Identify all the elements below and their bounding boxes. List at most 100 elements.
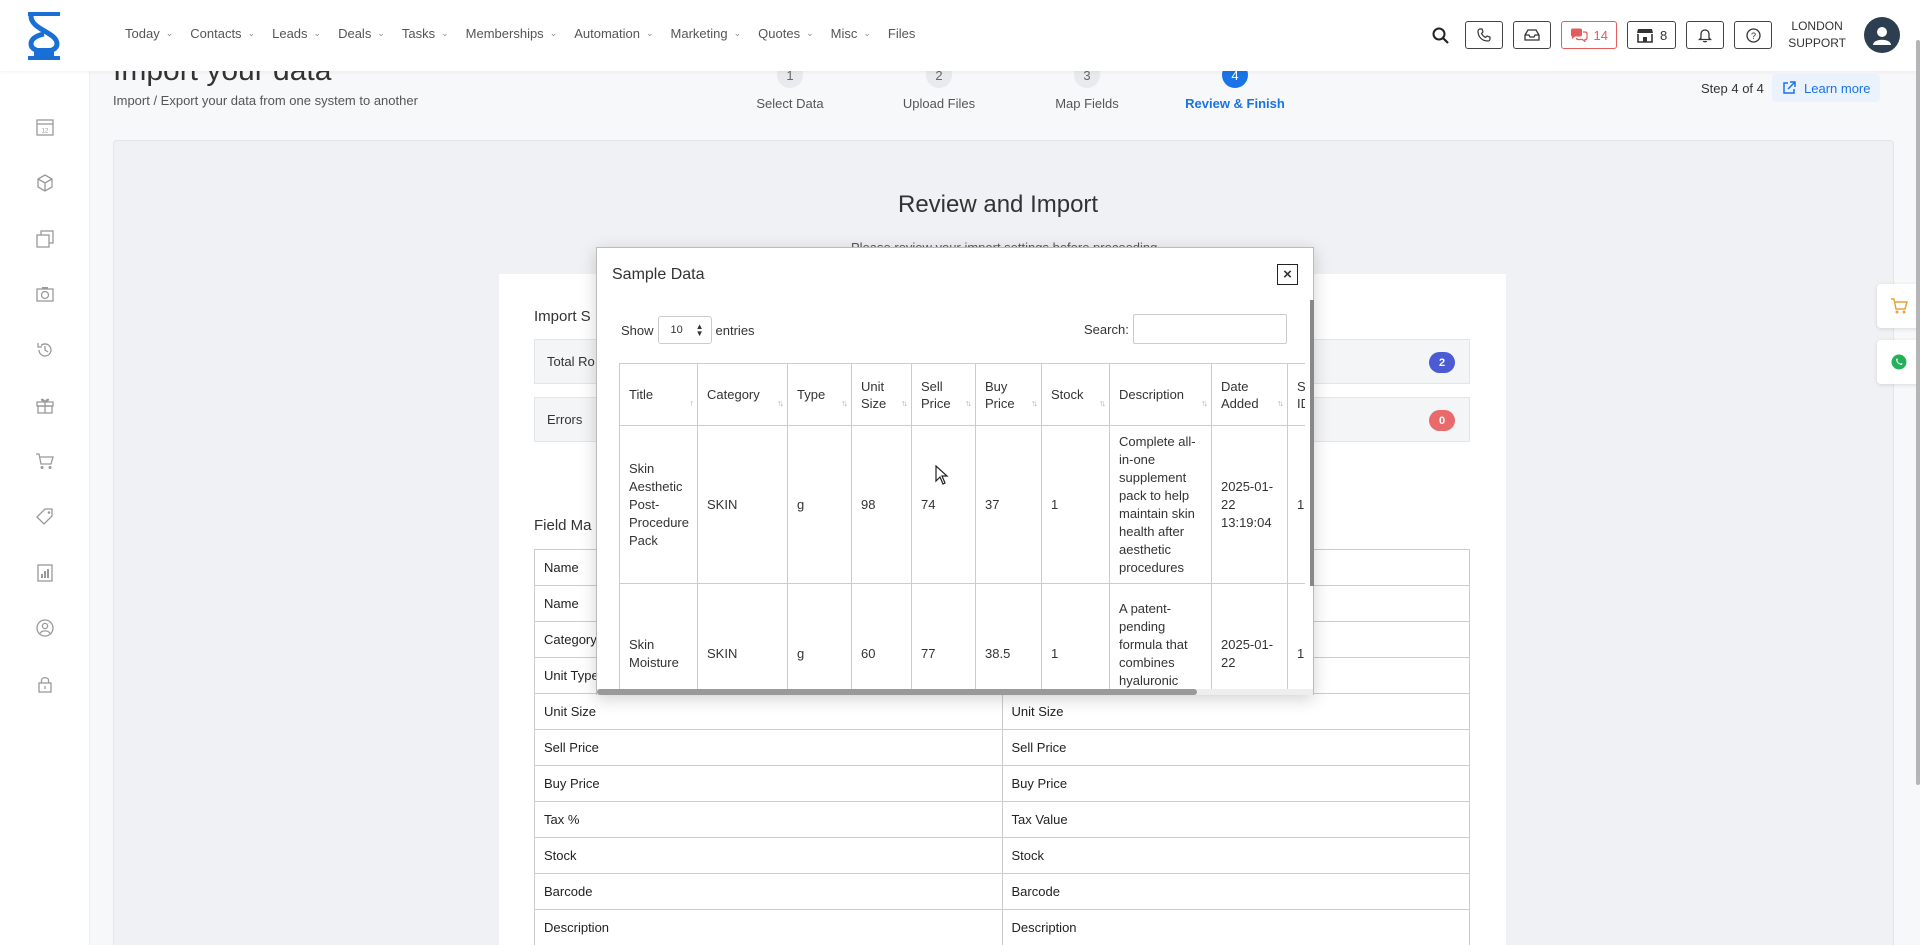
float-cart-tab[interactable]: [1877, 284, 1920, 328]
mapping-row: Tax % Tax Value: [534, 801, 1470, 838]
user-name[interactable]: LONDON SUPPORT: [1788, 18, 1846, 52]
avatar[interactable]: [1864, 17, 1900, 53]
nav-deals[interactable]: Deals ⌄: [338, 26, 385, 41]
cart-icon: [1890, 298, 1908, 314]
sidebar: 12: [0, 71, 90, 945]
mapping-target-cell: Description: [1001, 909, 1470, 945]
nav-marketing[interactable]: Marketing ⌄: [671, 26, 742, 41]
sample-data-table: Title ↑ Category ↑↓ Type ↑↓ Unit Size ↑↓ Sell Pr…: [619, 363, 1305, 693]
column-header[interactable]: Category ↑↓: [697, 363, 788, 426]
chevron-down-icon: ⌄: [549, 28, 558, 38]
phone-icon: [1476, 28, 1491, 42]
mapping-source-cell: Sell Price: [534, 729, 1003, 766]
table-scroll-area[interactable]: Title ↑ Category ↑↓ Type ↑↓ Unit Size ↑↓ Sell Pr…: [619, 363, 1305, 693]
phone-button[interactable]: [1464, 21, 1503, 49]
chevron-down-icon: ⌄: [646, 28, 654, 38]
user-circle-icon[interactable]: [34, 617, 56, 639]
page-scrollbar[interactable]: [1916, 40, 1920, 785]
nav-label: Marketing: [670, 26, 728, 41]
user-icon: [1873, 27, 1891, 45]
history-icon[interactable]: [34, 339, 56, 361]
mapping-row: Barcode Barcode: [534, 873, 1470, 910]
table-cell: g: [787, 583, 852, 693]
column-header[interactable]: Sc ID↑↓: [1287, 363, 1305, 426]
tag-icon[interactable]: [34, 506, 56, 528]
column-header[interactable]: Stock ↑↓: [1041, 363, 1110, 426]
inbox-icon: [1523, 29, 1540, 41]
help-icon: ?: [1746, 27, 1761, 43]
column-header[interactable]: Unit Size ↑↓: [851, 363, 912, 426]
table-cell: 38.5: [975, 583, 1042, 693]
nav-leads[interactable]: Leads ⌄: [272, 26, 321, 41]
nav-label: Today: [125, 26, 160, 41]
nav-label: Tasks: [401, 26, 436, 41]
column-header[interactable]: Description ↑↓: [1109, 363, 1212, 426]
chat-button[interactable]: 14: [1560, 21, 1617, 49]
column-header[interactable]: Buy Price ↑↓: [975, 363, 1042, 426]
search-input[interactable]: [1132, 314, 1287, 344]
camera-icon[interactable]: [34, 283, 56, 305]
table-cell: 74: [911, 425, 976, 584]
nav-label: Files: [887, 26, 916, 41]
store-button[interactable]: 8: [1626, 21, 1677, 49]
learn-more-button[interactable]: Learn more: [1772, 74, 1881, 102]
errors-badge: 0: [1429, 410, 1455, 431]
column-header[interactable]: Sell Price ↑↓: [911, 363, 976, 426]
notifications-button[interactable]: [1686, 21, 1725, 49]
sort-icon: ↑↓: [841, 398, 848, 408]
table-cell: 60: [851, 583, 912, 693]
sort-icon: ↑↓: [1201, 398, 1208, 408]
step-label: Review & Finish: [1185, 96, 1285, 111]
nav-memberships[interactable]: Memberships ⌄: [466, 26, 558, 41]
step-counter: Step 4 of 4: [1701, 81, 1764, 96]
box-icon[interactable]: [34, 172, 56, 194]
copy-icon[interactable]: [34, 228, 56, 250]
modal-vertical-scrollbar[interactable]: [1310, 300, 1314, 586]
search-icon[interactable]: [1427, 21, 1455, 49]
mapping-row: Sell Price Sell Price: [534, 729, 1470, 766]
report-icon[interactable]: [34, 562, 56, 584]
column-header[interactable]: Date Added ↑↓: [1211, 363, 1288, 426]
app-logo[interactable]: [20, 10, 68, 62]
calendar-icon[interactable]: 12: [34, 116, 56, 138]
inbox-button[interactable]: [1512, 21, 1551, 49]
nav-automation[interactable]: Automation ⌄: [574, 26, 653, 41]
mapping-target-cell: Stock: [1001, 837, 1470, 874]
column-header[interactable]: Type ↑↓: [787, 363, 852, 426]
nav-files[interactable]: Files: [888, 26, 915, 41]
help-button[interactable]: ?: [1734, 21, 1773, 49]
float-whatsapp-tab[interactable]: [1877, 340, 1920, 384]
mapping-row: Buy Price Buy Price: [534, 765, 1470, 802]
sample-data-modal: Sample Data × Show 10 ▲ ▼ entries Search:…: [596, 247, 1314, 695]
mapping-source-cell: Buy Price: [534, 765, 1003, 802]
modal-horizontal-scrollbar-track[interactable]: [597, 689, 1313, 695]
entries-select[interactable]: 10 ▲ ▼: [657, 316, 712, 344]
mapping-source-cell: Unit Size: [534, 693, 1003, 730]
column-header[interactable]: Title ↑: [619, 363, 698, 426]
nav-tasks[interactable]: Tasks ⌄: [402, 26, 449, 41]
select-arrows-icon: ▲ ▼: [695, 322, 704, 338]
entries-value: 10: [670, 324, 683, 336]
table-row[interactable]: Skin Moisture SKIN g 60 77 38.5 1 A patent-pend…: [619, 583, 1305, 693]
store-icon: [1636, 28, 1653, 43]
nav-today[interactable]: Today ⌄: [125, 26, 173, 41]
nav-label: Leads: [272, 26, 308, 41]
nav-misc[interactable]: Misc ⌄: [831, 26, 871, 41]
nav-contacts[interactable]: Contacts ⌄: [190, 26, 255, 41]
nav-quotes[interactable]: Quotes ⌄: [758, 26, 813, 41]
modal-horizontal-scrollbar[interactable]: [597, 689, 1197, 695]
gift-icon[interactable]: [34, 394, 56, 416]
table-row[interactable]: Skin Aesthetic Post-Procedure Pack SKIN g 9…: [619, 425, 1305, 584]
close-icon[interactable]: ×: [1277, 264, 1298, 285]
column-header-label: Buy Price: [985, 378, 1015, 411]
sort-asc-icon: ↑: [689, 398, 694, 408]
mapping-row: Description Description: [534, 909, 1470, 945]
sort-icon: ↑↓: [1099, 398, 1106, 408]
mapping-row: Unit Size Unit Size: [534, 693, 1470, 730]
cart-icon[interactable]: [34, 450, 56, 472]
step-label: Select Data: [756, 96, 824, 111]
table-cell: 98: [851, 425, 912, 584]
lock-icon[interactable]: [34, 673, 56, 695]
sort-icon: ↑↓: [777, 398, 784, 408]
table-cell: Skin Moisture: [619, 583, 698, 693]
